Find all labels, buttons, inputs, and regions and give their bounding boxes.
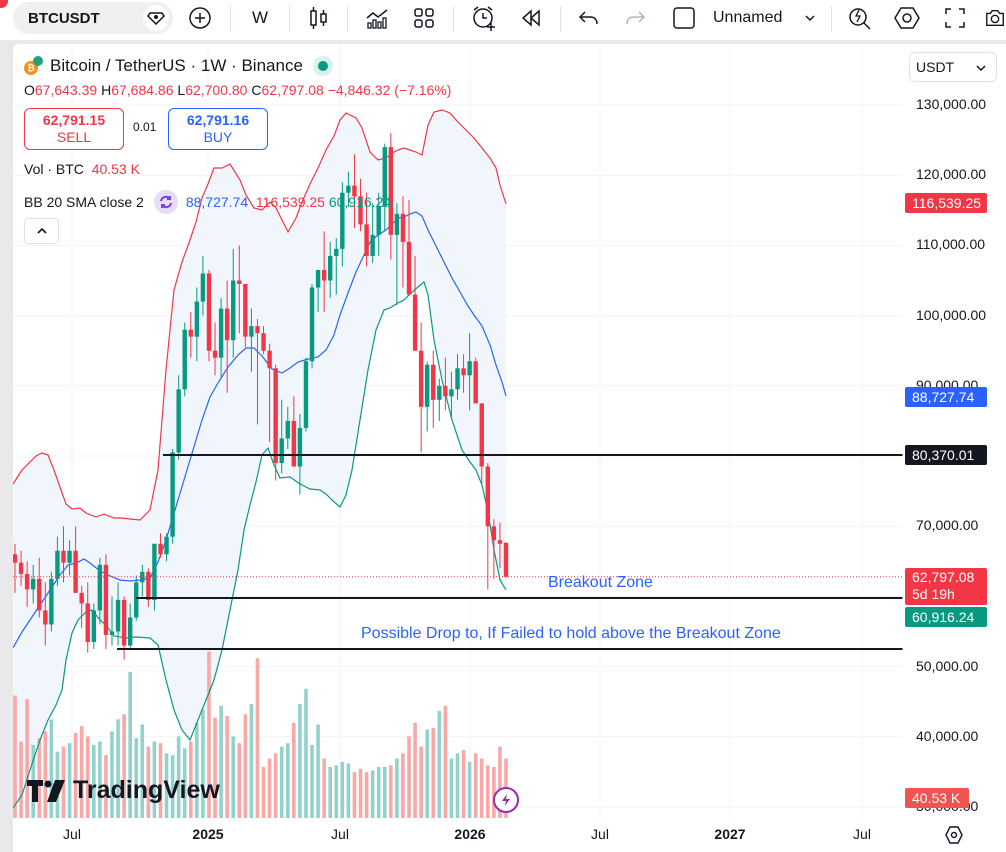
sell-button[interactable]: 62,791.15 SELL [24,108,124,150]
candles-icon[interactable] [305,4,333,32]
alert-icon[interactable] [469,4,499,32]
fullscreen-icon[interactable] [940,4,970,32]
bb-upper-price-tag: 116,539.25 [905,193,987,213]
bb-lower-value: 60,916.24 [328,194,392,210]
bb-upper-value: 116,539.25 [255,194,325,210]
chart-legend: ₿ Bitcoin / TetherUS · 1W · Binance [24,56,333,76]
price-axis-label: 70,000.00 [916,517,979,534]
buy-button[interactable]: 62,791.16 BUY [168,108,268,150]
bb-basis-value: 88,727.74 [185,194,249,210]
breakout-zone-label[interactable]: Breakout Zone [548,574,653,591]
bar-countdown: 5d 19h [912,586,955,602]
price-axis-label: 40,000.00 [916,727,979,744]
sell-price: 62,791.15 [42,112,106,128]
buy-price: 62,791.16 [186,112,250,128]
volume-price-tag: 40.53 K [905,788,969,808]
layouts-icon[interactable] [410,4,438,32]
last-price-tag: 62,797.08 5d 19h [905,568,987,605]
chevron-down-icon [976,65,986,71]
tradingview-logo[interactable]: TradingView [27,776,220,805]
layout-square-icon[interactable] [670,4,698,32]
divider [560,6,561,32]
layout-name-button[interactable]: Unnamed [713,4,793,32]
ohlc-values: O67,643.39 H67,684.86 L62,700.80 C62,797… [24,82,452,98]
time-axis-label: 2026 [454,826,486,842]
bb-lower-price-tag: 60,916.24 [905,607,987,627]
currency-select[interactable]: USDT [909,52,997,82]
settings-icon[interactable] [892,4,922,32]
market-status-icon [312,56,333,76]
collapse-legend-button[interactable] [24,218,59,244]
bitcoin-logo-icon: ₿ [24,56,44,76]
top-toolbar: BTCUSDT W Unnamed [0,0,1006,40]
price-axis-label: 120,000.00 [916,166,987,183]
volume-legend[interactable]: Vol · BTC 40.53 K [24,161,140,177]
add-symbol-icon[interactable] [186,4,214,32]
divider [347,6,348,32]
spread-value: 0.01 [133,120,157,134]
price-axis-label: 110,000.00 [916,236,986,253]
price-axis-label: 130,000.00 [916,96,987,112]
volume-value: 40.53 K [91,161,140,177]
symbol-tag-icon[interactable] [143,5,169,31]
price-change: −4,846.32 (−7.16%) [327,82,452,98]
time-axis-label: 2025 [192,826,224,842]
price-axis-label: 100,000.00 [916,306,987,323]
quick-search-icon[interactable] [845,4,875,32]
time-axis-label: Jul [63,826,81,842]
indicators-icon[interactable] [363,4,391,32]
symbol-label: BTCUSDT [28,9,100,27]
refresh-icon[interactable] [153,190,178,214]
chevron-up-icon [36,227,47,234]
symbol-search-button[interactable]: BTCUSDT [13,2,173,34]
replay-icon[interactable] [516,4,546,32]
sell-label: SELL [56,129,92,145]
chevron-down-icon[interactable] [800,4,820,32]
axis-settings-icon[interactable] [944,825,964,850]
bb-label: BB 20 SMA close 2 [24,194,144,210]
redo-icon[interactable] [621,4,649,32]
symbol-title[interactable]: Bitcoin / TetherUS · 1W · Binance [50,56,303,75]
snapshot-icon[interactable] [984,4,1006,32]
bb-basis-price-tag: 88,727.74 [905,387,987,407]
buy-label: BUY [203,129,233,145]
undo-icon[interactable] [575,4,603,32]
possible-drop-label[interactable]: Possible Drop to, If Failed to hold abov… [361,625,781,642]
last-price: 62,797.08 [912,569,975,585]
layout-name: Unnamed [713,9,783,26]
time-axis-label: Jul [331,826,349,842]
bollinger-legend[interactable]: BB 20 SMA close 2 88,727.74 116,539.25 6… [24,190,391,214]
divider [453,6,454,32]
interval-button[interactable]: W [251,8,269,27]
notification-dot [0,0,8,8]
divider [289,6,290,32]
divider [831,6,832,32]
lightning-icon[interactable] [493,787,519,813]
price-axis-label: 50,000.00 [916,657,979,674]
time-axis-label: Jul [591,826,609,842]
tradingview-logo-icon [27,779,65,802]
divider [230,6,231,32]
horizontal-line-price-tag: 80,370.01 [905,445,987,465]
time-axis-label: Jul [853,826,871,842]
time-axis-label: 2027 [714,826,746,842]
